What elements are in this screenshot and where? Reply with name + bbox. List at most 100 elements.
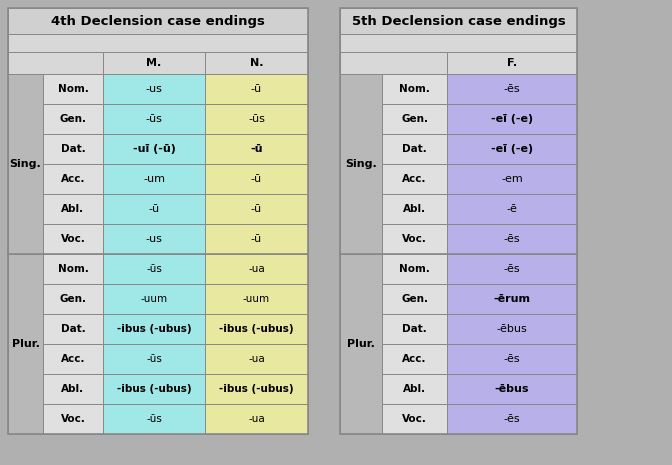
Text: M.: M. bbox=[146, 58, 162, 68]
Bar bbox=[340, 34, 577, 52]
Bar bbox=[103, 224, 205, 254]
Bar bbox=[447, 224, 577, 254]
Bar bbox=[103, 344, 205, 374]
Text: Voc.: Voc. bbox=[60, 234, 85, 244]
Bar bbox=[382, 164, 447, 194]
Text: Gen.: Gen. bbox=[401, 294, 428, 304]
Text: Plur.: Plur. bbox=[347, 339, 375, 349]
Text: Dat.: Dat. bbox=[402, 144, 427, 154]
Text: -uum: -uum bbox=[243, 294, 270, 304]
Bar bbox=[103, 52, 205, 74]
Bar bbox=[382, 374, 447, 404]
Bar bbox=[340, 254, 382, 434]
Bar bbox=[382, 254, 447, 284]
Text: -ērum: -ērum bbox=[493, 294, 530, 304]
Text: Voc.: Voc. bbox=[402, 234, 427, 244]
Text: Dat.: Dat. bbox=[60, 144, 85, 154]
Text: Dat.: Dat. bbox=[402, 324, 427, 334]
Bar bbox=[205, 224, 308, 254]
Bar bbox=[43, 134, 103, 164]
Text: Gen.: Gen. bbox=[60, 294, 87, 304]
Text: -ēs: -ēs bbox=[504, 354, 520, 364]
Text: -ibus (-ubus): -ibus (-ubus) bbox=[117, 384, 192, 394]
Text: -eī (-e): -eī (-e) bbox=[491, 114, 533, 124]
Bar bbox=[447, 74, 577, 104]
Bar bbox=[103, 284, 205, 314]
Bar bbox=[340, 8, 577, 434]
Bar bbox=[447, 314, 577, 344]
Text: -ibus (-ubus): -ibus (-ubus) bbox=[117, 324, 192, 334]
Bar bbox=[103, 404, 205, 434]
Text: -um: -um bbox=[143, 174, 165, 184]
Text: Sing.: Sing. bbox=[9, 159, 42, 169]
Text: -ūs: -ūs bbox=[248, 114, 265, 124]
Bar bbox=[43, 194, 103, 224]
Bar bbox=[43, 254, 103, 284]
Text: -ū: -ū bbox=[251, 174, 262, 184]
Text: -ēbus: -ēbus bbox=[497, 324, 528, 334]
Bar bbox=[205, 104, 308, 134]
Bar bbox=[205, 194, 308, 224]
Text: -ibus (-ubus): -ibus (-ubus) bbox=[219, 384, 294, 394]
Bar bbox=[340, 52, 447, 74]
Text: 5th Declension case endings: 5th Declension case endings bbox=[351, 14, 565, 27]
Text: Plur.: Plur. bbox=[11, 339, 40, 349]
Text: Acc.: Acc. bbox=[60, 174, 85, 184]
Text: -us: -us bbox=[146, 84, 163, 94]
Text: Abl.: Abl. bbox=[61, 204, 85, 214]
Text: -ua: -ua bbox=[248, 354, 265, 364]
Bar bbox=[447, 254, 577, 284]
Bar bbox=[103, 164, 205, 194]
Bar bbox=[103, 74, 205, 104]
Bar bbox=[205, 284, 308, 314]
Bar bbox=[8, 8, 308, 34]
Text: Nom.: Nom. bbox=[58, 84, 89, 94]
Bar bbox=[382, 404, 447, 434]
Bar bbox=[340, 8, 577, 34]
Bar bbox=[447, 374, 577, 404]
Bar bbox=[205, 404, 308, 434]
Bar bbox=[447, 52, 577, 74]
Text: Acc.: Acc. bbox=[403, 174, 427, 184]
Bar bbox=[382, 314, 447, 344]
Bar bbox=[8, 74, 43, 254]
Bar bbox=[447, 164, 577, 194]
Text: F.: F. bbox=[507, 58, 517, 68]
Bar bbox=[382, 194, 447, 224]
Text: Abl.: Abl. bbox=[403, 204, 426, 214]
Bar bbox=[382, 344, 447, 374]
Bar bbox=[205, 374, 308, 404]
Bar bbox=[103, 104, 205, 134]
Bar bbox=[205, 52, 308, 74]
Text: -ū: -ū bbox=[149, 204, 159, 214]
Bar bbox=[43, 164, 103, 194]
Text: -ua: -ua bbox=[248, 264, 265, 274]
Text: -ibus (-ubus): -ibus (-ubus) bbox=[219, 324, 294, 334]
Bar bbox=[447, 404, 577, 434]
Text: Nom.: Nom. bbox=[399, 84, 430, 94]
Bar bbox=[205, 164, 308, 194]
Bar bbox=[103, 194, 205, 224]
Bar bbox=[103, 374, 205, 404]
Text: -ēbus: -ēbus bbox=[495, 384, 530, 394]
Bar bbox=[205, 134, 308, 164]
Bar bbox=[447, 194, 577, 224]
Text: Sing.: Sing. bbox=[345, 159, 377, 169]
Text: -uum: -uum bbox=[140, 294, 167, 304]
Bar bbox=[382, 284, 447, 314]
Bar bbox=[43, 314, 103, 344]
Bar bbox=[103, 314, 205, 344]
Text: -ū: -ū bbox=[250, 144, 263, 154]
Bar bbox=[43, 344, 103, 374]
Bar bbox=[382, 224, 447, 254]
Text: -ū: -ū bbox=[251, 204, 262, 214]
Text: Abl.: Abl. bbox=[403, 384, 426, 394]
Text: -ū: -ū bbox=[251, 234, 262, 244]
Text: -ūs: -ūs bbox=[146, 354, 162, 364]
Bar bbox=[205, 74, 308, 104]
Bar bbox=[8, 52, 103, 74]
Text: Dat.: Dat. bbox=[60, 324, 85, 334]
Bar bbox=[8, 34, 308, 52]
Text: Nom.: Nom. bbox=[58, 264, 89, 274]
Text: N.: N. bbox=[250, 58, 263, 68]
